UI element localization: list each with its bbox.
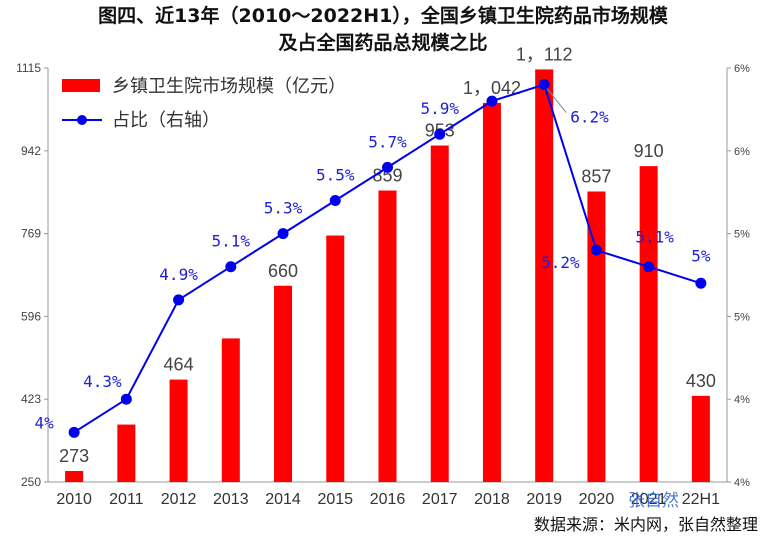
bar	[639, 166, 658, 482]
bar	[221, 338, 240, 482]
share-point	[590, 244, 602, 256]
share-data-label: 5.1%	[635, 228, 674, 247]
share-label-leader	[546, 88, 567, 113]
left-tick-label: 423	[21, 392, 41, 406]
bar	[430, 145, 449, 482]
share-data-label: 5.1%	[212, 232, 251, 251]
bar	[587, 191, 606, 482]
bar-data-label: 859	[372, 166, 402, 186]
share-point	[695, 277, 707, 289]
bar-data-label: 464	[164, 355, 194, 375]
share-point	[538, 79, 550, 91]
bar	[274, 285, 293, 482]
bar-data-label: 1，112	[516, 44, 573, 64]
right-tick-label: 4%	[734, 394, 750, 406]
legend-line-marker	[77, 115, 87, 125]
chart-title-line-1: 图四、近13年（2010～2022H1），全国乡镇卫生院药品市场规模	[98, 4, 669, 27]
x-tick-label: 2012	[161, 491, 197, 508]
right-tick-label: 4%	[734, 477, 750, 489]
share-data-label: 5%	[691, 246, 711, 265]
x-tick-label: 2017	[422, 491, 458, 508]
share-point	[277, 228, 289, 240]
share-point	[486, 95, 498, 107]
share-point	[643, 261, 655, 273]
share-data-label: 5.3%	[264, 199, 303, 218]
x-tick-label: 2019	[526, 491, 562, 508]
x-tick-label: 2016	[370, 491, 406, 508]
bar-data-label: 910	[634, 141, 664, 161]
x-tick-label: 2014	[265, 491, 301, 508]
bar	[691, 395, 710, 482]
share-point	[120, 393, 132, 405]
left-tick-label: 1115	[16, 61, 41, 75]
chart-title-line-2: 及占全国药品总规模之比	[278, 31, 487, 54]
bar-data-label: 660	[268, 261, 298, 281]
share-point	[329, 194, 341, 206]
share-point	[434, 128, 446, 140]
legend: 乡镇卫生院市场规模（亿元） 占比（右轴）	[62, 76, 346, 131]
bar-data-label: 1，042	[463, 78, 521, 98]
x-tick-label: 2018	[474, 491, 510, 508]
right-tick-label: 6%	[734, 63, 750, 75]
left-tick-label: 596	[21, 309, 41, 323]
watermark: 张自然	[628, 491, 679, 511]
bar	[117, 424, 136, 482]
right-tick-label: 5%	[734, 311, 750, 323]
share-point	[382, 161, 393, 173]
share-point	[68, 426, 80, 438]
bar	[535, 69, 554, 482]
legend-bar-swatch	[62, 79, 100, 92]
source-note: 数据来源：米内网，张自然整理	[534, 515, 758, 534]
x-tick-label: 2021	[631, 491, 667, 508]
share-data-label: 5.7%	[368, 132, 407, 151]
share-data-label: 5.5%	[316, 165, 355, 184]
x-tick-label: 22H1	[682, 491, 720, 508]
bar	[326, 235, 345, 482]
bars	[65, 69, 710, 483]
bar	[482, 102, 501, 483]
share-point	[173, 294, 185, 306]
x-tick-label: 2015	[317, 491, 353, 508]
x-tick-label: 2013	[213, 491, 249, 508]
share-point	[225, 261, 237, 273]
left-tick-label: 942	[21, 144, 41, 158]
legend-bar-label: 乡镇卫生院市场规模（亿元）	[112, 76, 346, 97]
bar	[65, 470, 84, 482]
share-data-label: 4.3%	[83, 372, 122, 391]
x-tick-label: 2011	[109, 491, 144, 508]
left-tick-label: 250	[21, 475, 41, 489]
share-data-label: 6.2%	[570, 108, 609, 127]
share-data-label: 4.9%	[159, 265, 198, 284]
left-tick-label: 769	[21, 227, 41, 241]
share-data-label: 4%	[34, 413, 54, 432]
share-data-label: 5.2%	[541, 253, 580, 272]
line-layer	[68, 79, 707, 438]
x-tick-label: 2020	[579, 491, 615, 508]
right-tick-label: 5%	[734, 229, 750, 241]
right-tick-label: 6%	[734, 146, 750, 158]
bar-data-label: 273	[59, 446, 89, 466]
bar	[378, 190, 397, 483]
legend-line-label: 占比（右轴）	[112, 110, 220, 131]
bar-data-label: 857	[581, 166, 611, 186]
pct-labels: 4% 4.3% 4.9% 5.1% 5.3% 5.5% 5.7% 5.9% 6.2% 5.2% 5.…	[34, 88, 711, 432]
x-tick-label: 2010	[56, 491, 92, 508]
bar	[169, 379, 188, 482]
share-data-label: 5.9%	[420, 99, 459, 118]
axes: 250 423 596 769 942 1115 4% 4% 5% 5% 6% 6% 2010 2011 2…	[16, 61, 750, 508]
bar-data-label: 430	[686, 371, 716, 391]
